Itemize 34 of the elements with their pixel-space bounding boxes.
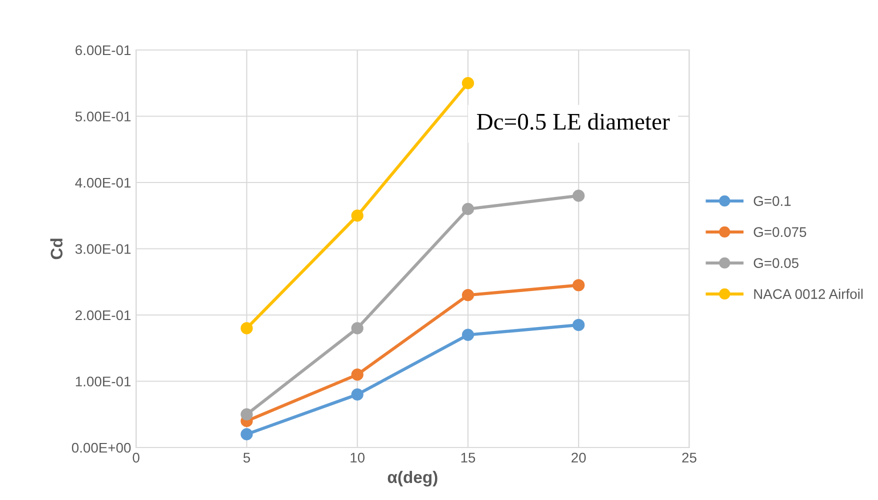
point bbox=[351, 210, 364, 222]
point bbox=[572, 190, 585, 202]
x-tick-label: 10 bbox=[350, 452, 365, 463]
y-tick-label: 0.00E+00 bbox=[72, 442, 131, 453]
y-tick-label: 3.00E-01 bbox=[75, 244, 131, 254]
legend-label: G=0.075 bbox=[754, 227, 806, 237]
point bbox=[462, 77, 474, 90]
point bbox=[351, 368, 364, 381]
y-axis-title: Cd bbox=[50, 238, 63, 260]
point bbox=[462, 202, 474, 216]
y-tick-label: 6.00E-01 bbox=[76, 45, 131, 56]
point bbox=[351, 322, 364, 334]
x-tick-label: 0 bbox=[132, 452, 140, 463]
y-tick-label: 5.00E-01 bbox=[75, 112, 131, 122]
point bbox=[572, 279, 585, 292]
point bbox=[351, 388, 364, 401]
point bbox=[572, 318, 585, 332]
y-tick-label: 2.00E-01 bbox=[76, 310, 131, 320]
point bbox=[240, 428, 253, 440]
x-tick-label: 5 bbox=[243, 452, 250, 463]
legend-label: G=0.05 bbox=[754, 258, 798, 268]
point bbox=[240, 408, 253, 420]
x-axis-title: α(deg) bbox=[388, 470, 438, 486]
y-tick-label: 4.00E-01 bbox=[75, 178, 131, 188]
y-tick-label: 1.00E-01 bbox=[76, 376, 131, 386]
x-tick-label: 20 bbox=[572, 452, 586, 463]
x-tick-label: 15 bbox=[461, 452, 476, 463]
point bbox=[462, 289, 474, 302]
annotation: Dc=0.5 LE diameter bbox=[476, 113, 670, 130]
legend-label: G=0.1 bbox=[754, 196, 791, 206]
point bbox=[240, 322, 253, 334]
legend-label: NACA 0012 Airfoil bbox=[754, 288, 863, 299]
x-tick-label: 25 bbox=[682, 452, 696, 463]
point bbox=[462, 328, 474, 341]
